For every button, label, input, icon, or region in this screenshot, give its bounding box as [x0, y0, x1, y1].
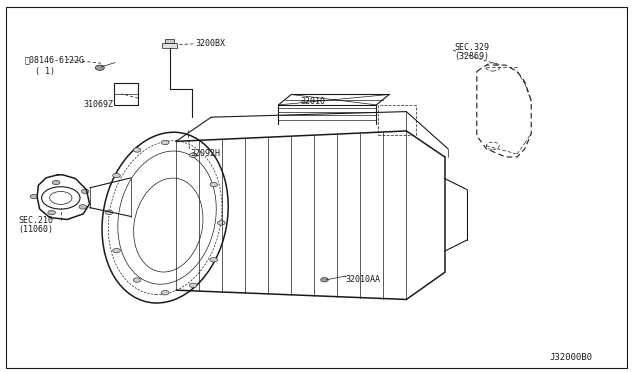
Circle shape: [52, 180, 60, 185]
Text: J32000B0: J32000B0: [549, 353, 592, 362]
Circle shape: [81, 189, 89, 193]
Text: 32010: 32010: [301, 97, 326, 106]
Circle shape: [161, 291, 169, 295]
Text: Ⓑ08146-6122G: Ⓑ08146-6122G: [24, 56, 84, 65]
Text: SEC.329: SEC.329: [454, 43, 490, 52]
Circle shape: [105, 210, 113, 215]
Bar: [165, 39, 174, 43]
Circle shape: [133, 148, 141, 152]
Text: 32010AA: 32010AA: [346, 275, 381, 284]
Circle shape: [113, 248, 120, 253]
Circle shape: [321, 278, 328, 282]
Circle shape: [210, 182, 218, 187]
Circle shape: [95, 65, 104, 70]
Text: SEC.210: SEC.210: [18, 216, 53, 225]
Text: 32092H: 32092H: [191, 149, 221, 158]
Circle shape: [79, 205, 86, 209]
Text: 31069Z: 31069Z: [83, 100, 113, 109]
Text: ( 1): ( 1): [35, 67, 55, 76]
Circle shape: [161, 140, 169, 145]
Circle shape: [30, 194, 38, 199]
Circle shape: [189, 283, 197, 288]
Circle shape: [218, 221, 225, 225]
Circle shape: [133, 278, 141, 282]
Circle shape: [210, 257, 218, 262]
Text: (32869): (32869): [454, 52, 490, 61]
Bar: [162, 43, 177, 48]
Circle shape: [113, 173, 120, 178]
Circle shape: [48, 210, 56, 215]
Text: (11060): (11060): [18, 225, 53, 234]
Text: 3200BX: 3200BX: [195, 39, 225, 48]
Bar: [114, 83, 138, 105]
Circle shape: [189, 153, 197, 157]
